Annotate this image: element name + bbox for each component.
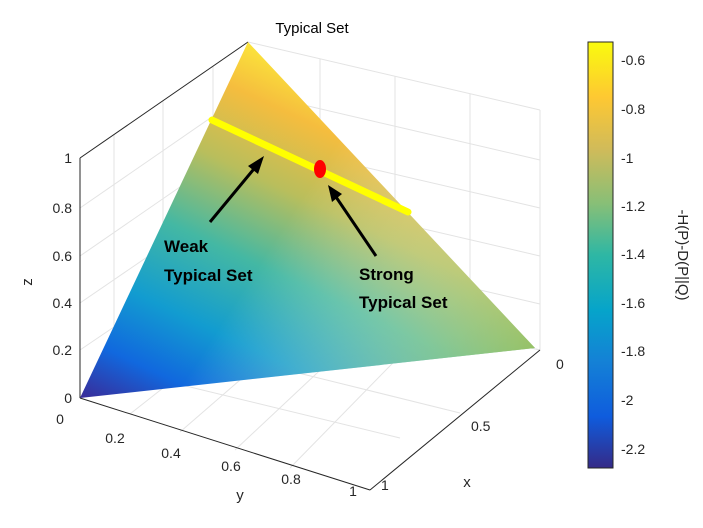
strong-arrowhead — [328, 185, 342, 202]
z-tick: 0 — [64, 390, 72, 406]
colorbar-tick: -0.6 — [621, 52, 645, 68]
x-tick: 0 — [556, 356, 564, 372]
colorbar-tick: -2.2 — [621, 441, 645, 457]
y-tick: 0.4 — [161, 445, 181, 461]
x-tick: 0.5 — [471, 418, 491, 434]
weak-set-band — [208, 116, 412, 216]
y-tick: 0 — [56, 411, 64, 427]
z-axis-label: z — [19, 278, 36, 286]
y-tick: 0.6 — [221, 458, 241, 474]
colorbar-tick: -1.2 — [621, 198, 645, 214]
simplex-surface — [80, 42, 535, 398]
strong-typical-set — [314, 160, 326, 178]
y-tick: 0.2 — [105, 430, 125, 446]
weak-arrow — [208, 163, 260, 223]
z-tick: 0.6 — [53, 248, 73, 264]
weak-label-line1: Weak — [164, 237, 209, 256]
colorbar-tick: -1.4 — [621, 246, 645, 262]
z-tick: 0.8 — [53, 200, 73, 216]
x-tick: 1 — [381, 477, 389, 493]
strong-label-line2: Typical Set — [359, 293, 448, 312]
z-ticks: 0 0.2 0.4 0.6 0.8 1 — [53, 150, 73, 406]
strong-set-points — [314, 160, 326, 178]
x-axis-label: x — [463, 474, 471, 491]
z-tick: 1 — [64, 150, 72, 166]
colorbar-ticks: -0.6 -0.8 -1 -1.2 -1.4 -1.6 -1.8 -2 -2.2 — [621, 52, 645, 457]
annotation-arrows — [208, 156, 378, 257]
x-ticks: 0 0.5 1 — [381, 356, 564, 493]
y-ticks: 0 0.2 0.4 0.6 0.8 1 — [56, 411, 357, 499]
colorbar-tick: -1.6 — [621, 295, 645, 311]
weak-label-line2: Typical Set — [164, 266, 253, 285]
z-tick: 0.2 — [53, 342, 73, 358]
y-tick: 1 — [349, 483, 357, 499]
y-tick: 0.8 — [281, 471, 301, 487]
chart-title: Typical Set — [275, 20, 349, 37]
colorbar-label: -H(P)-D(P||Q) — [674, 209, 691, 300]
strong-arrow — [332, 193, 378, 257]
colorbar-tick: -0.8 — [621, 101, 645, 117]
z-tick: 0.4 — [53, 295, 73, 311]
surface-green-shade — [80, 42, 535, 398]
strong-label-line1: Strong — [359, 265, 414, 284]
y-axis-label: y — [236, 487, 244, 504]
colorbar-tick: -2 — [621, 392, 634, 408]
colorbar-tick: -1.8 — [621, 343, 645, 359]
weak-arrowhead — [248, 156, 264, 174]
weak-typical-set — [208, 116, 412, 216]
colorbar-gradient — [587, 41, 614, 469]
axes-lines — [79, 41, 541, 491]
colorbar-tick: -1 — [621, 150, 634, 166]
colorbar: -0.6 -0.8 -1 -1.2 -1.4 -1.6 -1.8 -2 -2.2… — [587, 41, 691, 469]
